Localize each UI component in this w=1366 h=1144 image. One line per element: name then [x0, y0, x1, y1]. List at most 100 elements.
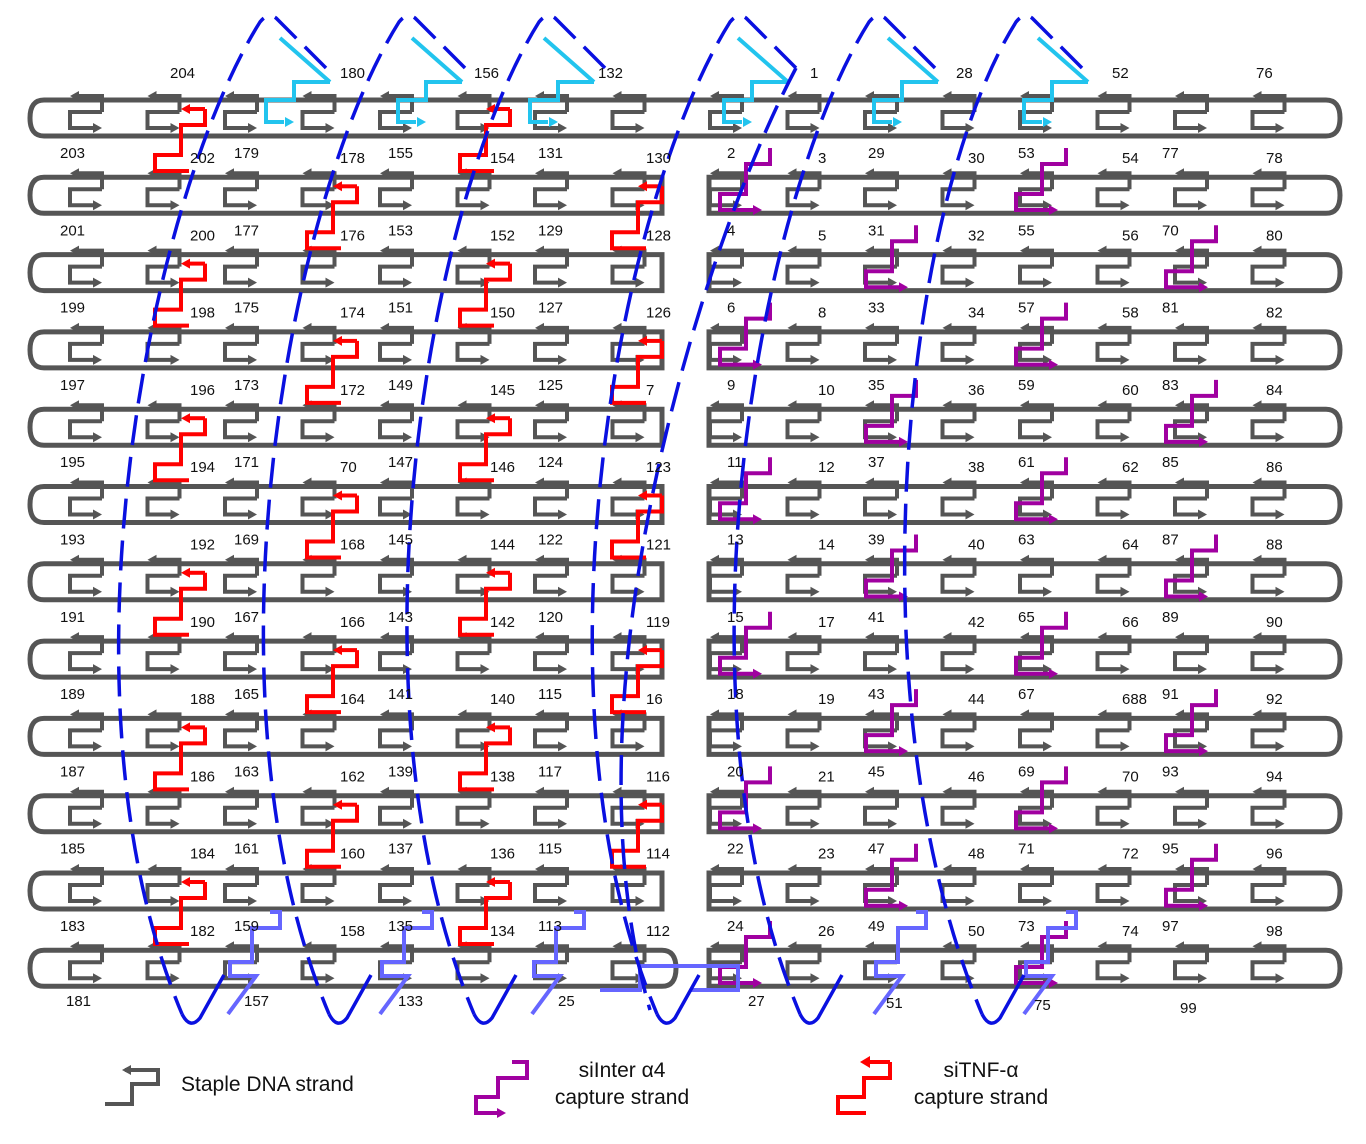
staple-strand [455, 187, 490, 208]
staple-number: 144 [490, 537, 515, 554]
staple-strand [543, 480, 569, 499]
staple-number: 73 [1018, 918, 1035, 935]
staple-strand [610, 573, 645, 594]
staple-number: 92 [1266, 691, 1283, 708]
staple-number: 39 [868, 532, 885, 549]
staple-strand [785, 883, 820, 903]
staple-strand [233, 557, 259, 576]
strand-arrowhead [93, 741, 102, 752]
strand-arrowhead [1043, 741, 1052, 752]
staple-strand [1260, 325, 1287, 344]
staple-strand [950, 325, 977, 344]
staple-strand [1105, 94, 1132, 112]
helix-loop [27, 406, 665, 448]
strand-arrowhead [325, 200, 335, 211]
strand-arrowhead [1097, 168, 1107, 179]
strand-arrowhead [1049, 514, 1058, 525]
strand-arrowhead [248, 277, 257, 288]
strand-arrowhead [248, 586, 257, 597]
strand-arrowhead [1097, 941, 1107, 952]
scaffold-crossover [116, 14, 328, 1015]
strand-arrowhead [733, 741, 742, 752]
staple-strand [950, 789, 977, 808]
strand-arrowhead [558, 818, 567, 829]
staple-number: 13 [727, 532, 744, 549]
staple-strand [1173, 651, 1207, 672]
staple-number: 63 [1018, 532, 1035, 549]
staple-strand [1028, 557, 1054, 576]
staple-strand [610, 805, 645, 826]
staple-strand [1260, 248, 1287, 267]
staple-number: 48 [968, 846, 985, 863]
staple-strand [940, 573, 975, 594]
strand-arrowhead [486, 104, 495, 114]
strand-arrowhead [70, 864, 79, 874]
strand-arrowhead [1097, 709, 1107, 720]
strand-arrowhead [333, 799, 342, 810]
staple-number: 67 [1018, 686, 1035, 703]
staple-number: 116 [646, 768, 670, 785]
strand-arrowhead [1198, 664, 1207, 675]
strand-arrowhead [93, 973, 102, 984]
staple-strand [795, 789, 822, 808]
staple-strand [533, 264, 567, 285]
strand-arrowhead [70, 554, 79, 565]
staple-number: 154 [490, 150, 515, 167]
scaffold-crossover [798, 974, 844, 1025]
strand-arrowhead [612, 632, 622, 643]
scaffold-crossover [261, 14, 467, 1015]
staple-strand [533, 419, 567, 440]
staple-strand [223, 496, 257, 517]
staple-number: 153 [388, 222, 413, 239]
strand-arrowhead [225, 554, 234, 565]
staple-number: 179 [234, 145, 259, 162]
staple-strand [533, 651, 567, 672]
staple-number: 40 [968, 537, 985, 554]
strand-arrowhead [558, 123, 567, 133]
staple-strand [785, 651, 820, 672]
capture-strand [1014, 148, 1068, 212]
strand-arrowhead [93, 200, 102, 211]
strand-arrowhead [1120, 664, 1130, 675]
staple-strand [1173, 960, 1207, 981]
staple-layer [68, 91, 1287, 984]
light-blue-strand [1022, 910, 1078, 1016]
capture-strand [305, 650, 359, 715]
strand-arrowhead [380, 322, 389, 333]
strand-arrowhead [1097, 91, 1107, 101]
strand-arrowhead [865, 709, 874, 720]
strand-arrowhead [710, 322, 719, 333]
strand-arrowhead [1175, 864, 1184, 874]
staple-number: 45 [868, 763, 885, 780]
staple-number: 119 [646, 614, 670, 631]
strand-arrowhead [1049, 668, 1058, 679]
staple-strand [1260, 635, 1287, 654]
staple-strand [873, 557, 899, 576]
staple-strand [310, 557, 337, 576]
staple-strand [223, 883, 257, 903]
strand-arrowhead [1252, 91, 1262, 101]
staple-strand [785, 805, 820, 826]
staple-strand [465, 712, 492, 731]
staple-strand [223, 805, 257, 826]
strand-arrowhead [248, 896, 257, 906]
staple-strand [388, 557, 414, 576]
staple-number: 122 [538, 532, 563, 549]
staple-strand [1105, 867, 1132, 885]
legend-siinter-label-2: capture strand [555, 1086, 689, 1109]
strand-arrowhead [225, 245, 234, 256]
strand-arrowhead [225, 632, 234, 643]
strand-arrowhead [888, 664, 897, 675]
strand-arrowhead [480, 509, 490, 520]
staple-number: 14 [818, 537, 835, 554]
staple-strand [718, 325, 744, 344]
staple-strand [223, 341, 257, 362]
staple-number: 201 [60, 222, 85, 239]
staple-strand [155, 867, 182, 885]
strand-arrowhead [1198, 818, 1207, 829]
strand-arrowhead [457, 864, 467, 874]
strand-arrowhead [380, 400, 389, 411]
staple-number: 174 [340, 305, 365, 322]
strand-arrowhead [865, 632, 874, 643]
strand-arrowhead [787, 864, 797, 874]
